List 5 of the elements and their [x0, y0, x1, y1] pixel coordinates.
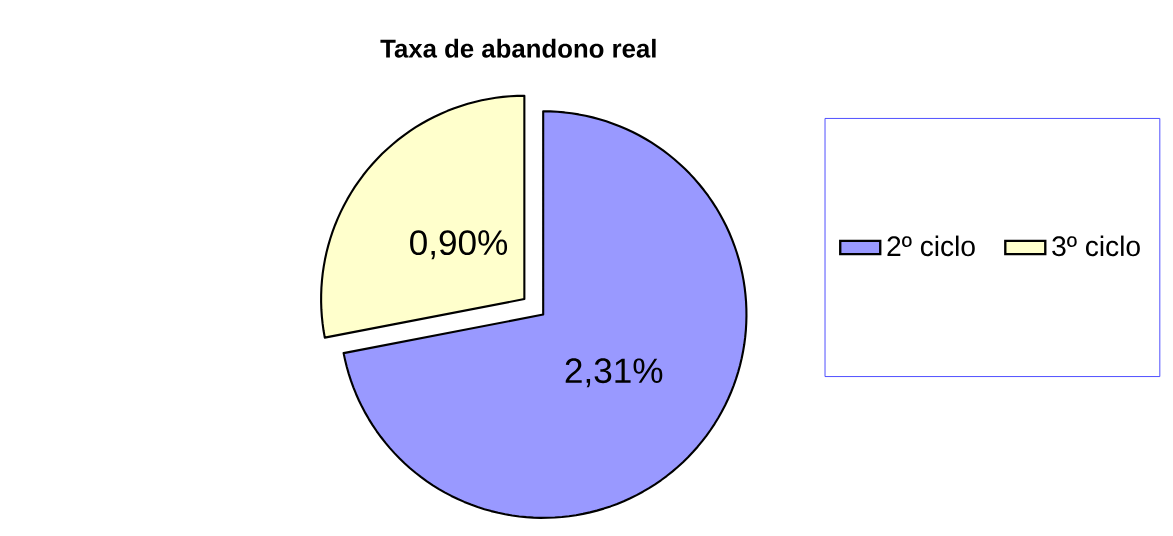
- legend-label: 2º ciclo: [887, 235, 975, 257]
- chart-title: Taxa de abandono real: [380, 38, 656, 58]
- data-label: 0,90%: [410, 230, 508, 260]
- legend-label: 3º ciclo: [1052, 235, 1140, 257]
- data-label: 2,31%: [565, 358, 663, 388]
